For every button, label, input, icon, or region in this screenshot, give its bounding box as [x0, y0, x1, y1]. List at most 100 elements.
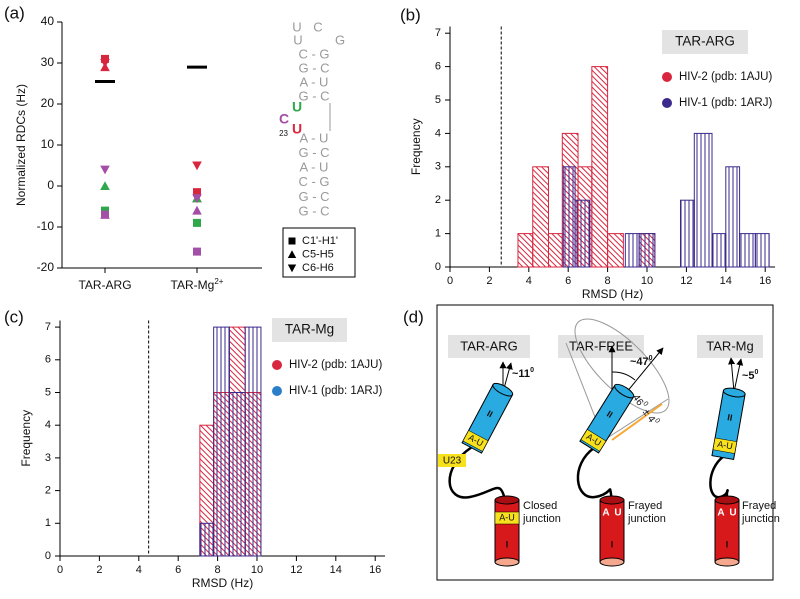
cone-edge	[603, 398, 669, 441]
rna-bulge-base: U	[292, 121, 302, 137]
x-tick-label: 14	[720, 275, 732, 287]
x-tick-label-part: TAR-Mg	[171, 278, 215, 292]
y-tick-label: 4	[45, 419, 51, 431]
histogram-bar	[591, 66, 609, 268]
angle-label-sup: 0	[755, 369, 759, 376]
y-tick-label: -10	[37, 219, 55, 233]
histogram-bar	[693, 132, 713, 268]
y-tick-label: 6	[45, 354, 51, 366]
histogram-bar	[607, 233, 624, 268]
histogram-bar	[739, 233, 756, 268]
shape-rect	[714, 499, 740, 563]
x-tick-label: 4	[526, 275, 532, 287]
shape-ellipse	[722, 387, 746, 398]
data-point	[100, 209, 110, 219]
y-tick-label: 1	[435, 228, 441, 240]
x-tick-label: 8	[215, 564, 221, 576]
helix-i: A-U I	[494, 495, 520, 567]
y-tick-label: 30	[41, 55, 55, 69]
bulge-box	[438, 454, 466, 467]
title-box	[662, 30, 748, 54]
y-tick-label: 10	[41, 137, 55, 151]
legend-label: HIV-2 (pdb: 1AJU)	[289, 359, 382, 371]
data-point	[193, 247, 201, 256]
x-tick-label: 10	[251, 564, 263, 576]
junction-label: Frayed	[742, 500, 776, 512]
legend-label: C5-H5	[302, 248, 334, 260]
rna-pair: G - C	[298, 203, 329, 218]
x-tick-label: 6	[565, 275, 571, 287]
x-tick-label: 2	[486, 275, 492, 287]
histogram-bar	[244, 326, 262, 557]
shape-rect	[462, 430, 489, 452]
rna-bulge-index: 23	[279, 129, 288, 138]
x-tick-label: 0	[447, 275, 453, 287]
y-tick-label: 2	[45, 485, 51, 497]
rna-pair: G - C	[298, 145, 329, 160]
shape-rect	[494, 499, 520, 563]
helix-i: A U I	[599, 495, 625, 567]
angle-label: ~110	[512, 367, 534, 380]
y-axis-label: Frequency	[409, 118, 423, 175]
base-label: U	[614, 508, 621, 519]
title-box	[272, 318, 347, 342]
helix-label: II	[605, 409, 615, 420]
histogram-bar	[213, 326, 230, 557]
junction-label: Closed	[523, 500, 557, 512]
x-tick-label: 10	[641, 275, 653, 287]
shape-ellipse	[492, 382, 514, 397]
x-axis-label: RMSD (Hz)	[192, 576, 253, 590]
legend-marker	[272, 360, 282, 370]
title-box	[558, 335, 644, 358]
base-label: A	[717, 508, 724, 519]
rna-pair: G - C	[298, 60, 329, 75]
angle-arc	[611, 371, 636, 381]
column-title: TAR-Mg	[706, 338, 753, 353]
x-axis-label: RMSD (Hz)	[582, 287, 643, 301]
x-tick-label: 14	[330, 564, 342, 576]
linker	[709, 454, 729, 501]
cone-rim	[574, 318, 670, 414]
panel-label: (b)	[400, 5, 421, 24]
rna-pair: A - U	[300, 74, 329, 89]
legend-label: C1'-H1'	[302, 235, 338, 247]
data-point	[100, 165, 110, 175]
y-tick-label: 2	[435, 194, 441, 206]
data-point	[192, 205, 202, 215]
shape-ellipse	[614, 383, 635, 399]
x-tick-label: 16	[369, 564, 381, 576]
legend-label: HIV-1 (pdb: 1ARJ)	[289, 385, 382, 397]
histogram-bar	[199, 522, 215, 557]
y-tick-label: -20	[37, 260, 55, 274]
title-box	[697, 335, 763, 358]
rna-pair: C - G	[298, 174, 329, 189]
cone-radius	[611, 403, 663, 441]
x-tick-label: 16	[759, 275, 771, 287]
histogram-bar	[532, 166, 549, 268]
rna-base: G	[335, 32, 345, 47]
histogram-bar	[638, 233, 656, 268]
title-box	[448, 335, 530, 358]
junction-label: junction	[627, 513, 666, 525]
legend-marker	[287, 264, 297, 273]
column-title: TAR-FREE	[569, 338, 633, 353]
rna-pair: A - U	[300, 130, 329, 145]
column-title: TAR-ARG	[460, 338, 518, 353]
angle-label-part: ~11	[512, 368, 530, 380]
x-tick-label-sup: 2+	[214, 277, 223, 286]
y-tick-label: 5	[435, 94, 441, 106]
y-tick-label: 40	[41, 14, 55, 28]
legend-label: C6-H6	[302, 262, 334, 274]
legend-label: HIV-2 (pdb: 1AJU)	[679, 71, 772, 83]
legend-marker	[272, 386, 282, 396]
helix-label: II	[485, 408, 494, 419]
x-tick-label: TAR-Mg2+	[171, 277, 224, 293]
y-tick-label: 7	[435, 27, 441, 39]
legend-marker	[287, 250, 297, 258]
data-point	[100, 59, 110, 68]
y-axis-label: Frequency	[19, 410, 33, 467]
legend-label: HIV-1 (pdb: 1ARJ)	[679, 97, 772, 109]
junction-label: junction	[522, 513, 561, 525]
cone-label-sup: 0	[641, 401, 649, 408]
